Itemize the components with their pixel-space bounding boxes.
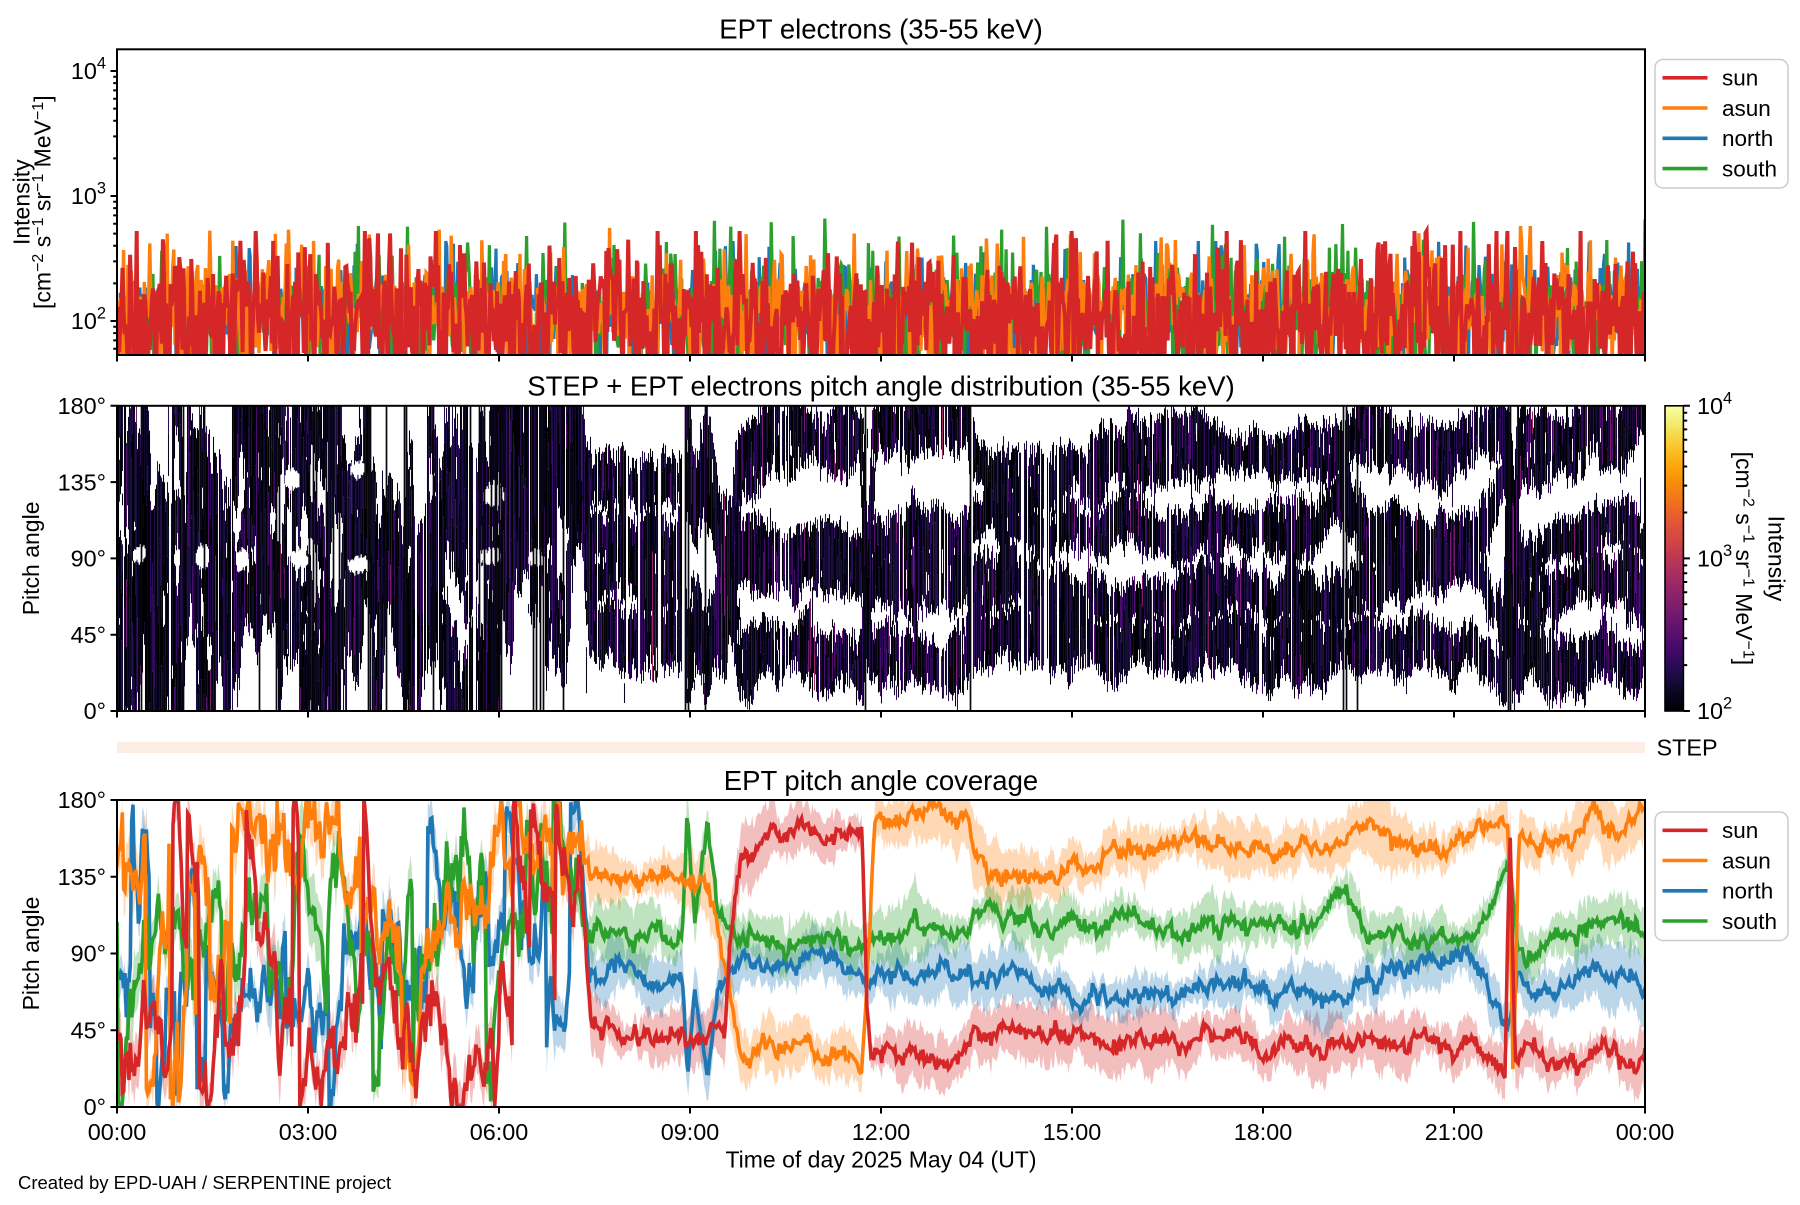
svg-text:sun: sun bbox=[1722, 66, 1758, 91]
svg-text:STEP + EPT electrons pitch ang: STEP + EPT electrons pitch angle distrib… bbox=[527, 370, 1234, 401]
svg-text:Intensity: Intensity bbox=[9, 159, 35, 245]
svg-text:180°: 180° bbox=[58, 393, 106, 419]
svg-text:asun: asun bbox=[1722, 848, 1771, 873]
svg-text:45°: 45° bbox=[71, 622, 106, 648]
svg-text:Created by EPD-UAH / SERPENTIN: Created by EPD-UAH / SERPENTINE project bbox=[18, 1172, 391, 1193]
svg-text:sun: sun bbox=[1722, 818, 1758, 843]
svg-text:EPT electrons (35-55 keV): EPT electrons (35-55 keV) bbox=[719, 14, 1043, 45]
svg-text:135°: 135° bbox=[58, 469, 106, 495]
svg-text:12:00: 12:00 bbox=[852, 1119, 911, 1145]
svg-text:0°: 0° bbox=[84, 698, 106, 724]
svg-text:03:00: 03:00 bbox=[279, 1119, 338, 1145]
svg-text:180°: 180° bbox=[58, 787, 106, 813]
svg-text:Intensity: Intensity bbox=[1764, 516, 1790, 602]
svg-text:00:00: 00:00 bbox=[1616, 1119, 1675, 1145]
svg-text:90°: 90° bbox=[71, 941, 106, 967]
svg-text:0°: 0° bbox=[84, 1094, 106, 1120]
svg-text:Pitch angle: Pitch angle bbox=[18, 897, 44, 1011]
svg-text:north: north bbox=[1722, 879, 1773, 904]
svg-text:90°: 90° bbox=[71, 546, 106, 572]
svg-text:09:00: 09:00 bbox=[661, 1119, 720, 1145]
svg-text:asun: asun bbox=[1722, 96, 1771, 121]
svg-text:18:00: 18:00 bbox=[1234, 1119, 1293, 1145]
svg-text:[cm−2 s−1 sr−1 MeV−1]: [cm−2 s−1 sr−1 MeV−1] bbox=[1731, 452, 1757, 666]
svg-text:06:00: 06:00 bbox=[470, 1119, 529, 1145]
svg-text:south: south bbox=[1722, 156, 1777, 181]
svg-text:15:00: 15:00 bbox=[1043, 1119, 1102, 1145]
svg-text:Time of day 2025 May 04 (UT): Time of day 2025 May 04 (UT) bbox=[725, 1147, 1036, 1173]
svg-text:135°: 135° bbox=[58, 864, 106, 890]
svg-text:north: north bbox=[1722, 126, 1773, 151]
svg-text:00:00: 00:00 bbox=[88, 1119, 147, 1145]
svg-text:45°: 45° bbox=[71, 1018, 106, 1044]
svg-text:south: south bbox=[1722, 909, 1777, 934]
svg-text:Pitch angle: Pitch angle bbox=[18, 501, 44, 615]
svg-text:21:00: 21:00 bbox=[1425, 1119, 1484, 1145]
svg-text:EPT pitch angle coverage: EPT pitch angle coverage bbox=[724, 765, 1038, 796]
svg-text:[cm−2 s−1 sr−1 MeV−1]: [cm−2 s−1 sr−1 MeV−1] bbox=[30, 95, 56, 309]
svg-text:STEP: STEP bbox=[1657, 735, 1718, 761]
